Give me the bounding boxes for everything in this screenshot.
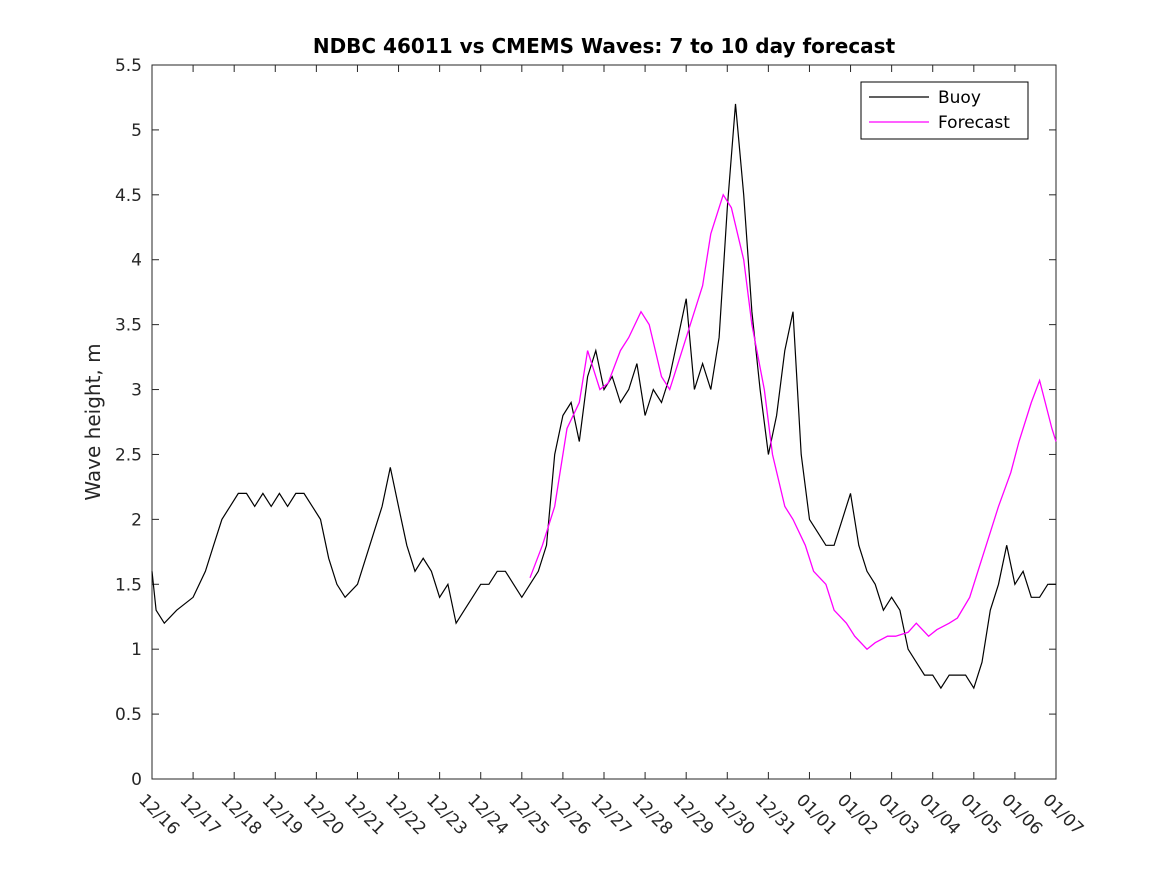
x-tick-label: 12/24	[463, 790, 512, 839]
x-tick-label: 12/17	[176, 790, 225, 839]
x-tick-label: 12/25	[504, 790, 553, 839]
x-tick-label: 01/03	[874, 790, 923, 839]
y-tick-label: 2	[131, 510, 142, 530]
x-tick-label: 01/01	[792, 790, 841, 839]
x-tick-label: 01/04	[915, 790, 964, 839]
y-tick-label: 2.5	[115, 445, 142, 465]
series-line-buoy	[151, 103, 1056, 690]
x-tick-label: 12/23	[422, 790, 471, 839]
legend-label-forecast: Forecast	[938, 113, 1010, 133]
y-tick-label: 1.5	[115, 575, 142, 595]
x-tick-label: 12/27	[586, 790, 635, 839]
x-tick-label: 12/29	[669, 790, 718, 839]
y-tick-label: 5	[131, 121, 142, 141]
y-tick-label: 4	[131, 251, 142, 271]
x-tick-label: 12/28	[628, 790, 677, 839]
x-tick-label: 01/05	[956, 790, 1005, 839]
x-tick-label: 12/22	[381, 790, 430, 839]
series-line-forecast	[529, 193, 1057, 651]
legend-box	[860, 81, 1029, 140]
x-tick-label: 12/16	[134, 790, 183, 839]
x-tick-label: 12/18	[217, 790, 266, 839]
x-tick-label: 12/20	[299, 790, 348, 839]
x-tick-label: 12/30	[710, 790, 759, 839]
x-tick-label: 01/06	[997, 790, 1046, 839]
plot-area	[151, 64, 1057, 780]
x-tick-label: 12/26	[545, 790, 594, 839]
x-tick-label: 12/31	[751, 790, 800, 839]
y-tick-label: 4.5	[115, 186, 142, 206]
x-tick-label: 12/21	[340, 790, 389, 839]
x-tick-label: 01/02	[833, 790, 882, 839]
y-tick-label: 3	[131, 381, 142, 401]
y-tick-label: 3.5	[115, 316, 142, 336]
legend-label-buoy: Buoy	[938, 88, 981, 108]
x-tick-label: 01/07	[1038, 790, 1087, 839]
y-axis-label: Wave height, m	[81, 343, 105, 500]
chart-title: NDBC 46011 vs CMEMS Waves: 7 to 10 day f…	[313, 34, 896, 58]
y-tick-label: 0.5	[115, 705, 142, 725]
legend: Buoy Forecast	[860, 81, 1029, 140]
y-tick-label: 0	[131, 770, 142, 790]
series-lines	[151, 103, 1057, 690]
y-tick-label: 1	[131, 640, 142, 660]
y-axis: 0 0.5 1 1.5 2 2.5 3 3.5 4 4.5 5 5.5	[115, 56, 1056, 790]
x-tick-label: 12/19	[258, 790, 307, 839]
y-tick-label: 5.5	[115, 56, 142, 76]
